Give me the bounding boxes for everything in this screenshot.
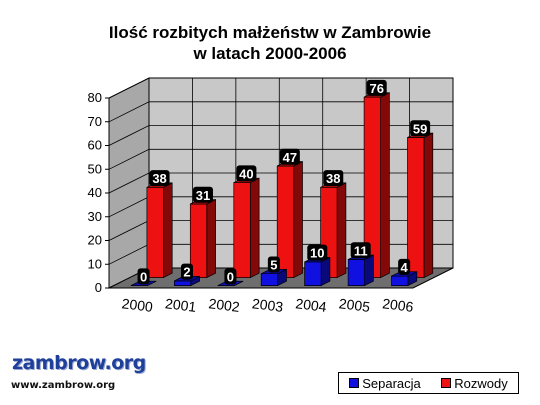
gridline [108, 77, 453, 99]
bar-rozwody-side [423, 132, 434, 279]
data-label-rozwody: 59 [413, 121, 427, 136]
bar-separacja-side [320, 256, 331, 287]
bar-separacja [304, 261, 322, 286]
data-label-box [350, 242, 371, 259]
bar-separacja-side [364, 254, 374, 287]
bar-rozwody-side [380, 92, 390, 279]
data-label-box [137, 268, 150, 285]
bar-rozwody [407, 137, 425, 278]
chart-title-line-2: w latach 2000-2006 [193, 44, 347, 63]
y-tick-label: 60 [88, 138, 102, 153]
gridline [108, 148, 453, 170]
data-label-box [323, 170, 344, 187]
data-label-separacja: 11 [354, 243, 368, 258]
bar-separacja [173, 280, 192, 286]
data-label-rozwody: 76 [369, 81, 383, 96]
data-label-box [398, 258, 411, 275]
data-label-box [224, 268, 237, 285]
data-label-separacja: 0 [140, 269, 147, 284]
bar-separacja [391, 275, 409, 286]
bar-rozwody-side [163, 182, 173, 279]
gridline [108, 172, 453, 194]
gridline [108, 125, 453, 146]
chart-title: Ilość rozbitych małżeństw w Zambrowie w … [0, 22, 540, 64]
legend-label-rozwody: Rozwody [454, 375, 508, 391]
x-tick-label: 2002 [208, 295, 241, 315]
data-label-box [279, 148, 300, 165]
data-label-rozwody: 38 [152, 171, 166, 186]
y-tick-label: 50 [88, 161, 102, 176]
y-tick-label: 70 [88, 114, 102, 129]
legend-item-separacja: Separacja [349, 376, 421, 391]
data-label-box [410, 120, 431, 137]
y-tick-label: 0 [95, 280, 102, 295]
bar-separacja [260, 273, 279, 286]
y-tick-label: 40 [88, 185, 102, 200]
x-tick-label: 2001 [164, 295, 197, 315]
bar-rozwody-side [293, 161, 303, 279]
data-label-rozwody: 40 [239, 166, 253, 181]
chart-legend: Separacja Rozwody [338, 372, 519, 394]
site-logo: zambrow.org www.zambrow.org [8, 352, 146, 400]
data-label-box [366, 79, 387, 96]
data-label-rozwody: 47 [283, 150, 297, 165]
data-label-rozwody: 38 [326, 171, 340, 186]
data-label-box [192, 186, 213, 203]
logo-name: zambrow.org [12, 352, 146, 374]
gridline [108, 101, 453, 123]
data-label-box [236, 165, 257, 182]
chart-title-line-1: Ilość rozbitych małżeństw w Zambrowie [108, 23, 432, 42]
bar-separacja [347, 259, 365, 286]
legend-label-separacja: Separacja [362, 375, 421, 391]
data-label-separacja: 2 [183, 265, 190, 280]
data-label-separacja: 0 [227, 269, 234, 284]
x-tick-label: 2003 [251, 295, 284, 315]
data-label-separacja: 5 [270, 258, 277, 273]
logo-url: www.zambrow.org [11, 380, 116, 391]
y-tick-label: 20 [88, 233, 102, 248]
data-label-separacja: 4 [401, 260, 409, 275]
x-tick-label: 2005 [338, 295, 371, 315]
bar-rozwody [233, 182, 251, 278]
legend-item-rozwody: Rozwody [441, 375, 508, 391]
x-tick-label: 2006 [381, 295, 414, 315]
bar-rozwody [146, 186, 164, 278]
bar-rozwody-side [249, 177, 260, 279]
legend-swatch-separacja [349, 378, 360, 388]
y-tick-label: 30 [88, 209, 102, 224]
y-tick-label: 10 [88, 256, 102, 271]
y-tick-label: 80 [88, 90, 102, 105]
data-label-rozwody: 31 [196, 188, 210, 203]
legend-swatch-rozwody [441, 378, 452, 388]
data-label-box [149, 170, 170, 187]
x-tick-label: 2004 [295, 295, 328, 315]
data-label-box [267, 256, 280, 273]
data-label-box [307, 244, 328, 261]
x-tick-label: 2000 [121, 295, 154, 315]
data-label-box [180, 263, 193, 280]
data-label-separacja: 10 [310, 246, 324, 261]
bar-rozwody-side [206, 199, 216, 279]
bar-rozwody-side [336, 182, 347, 279]
